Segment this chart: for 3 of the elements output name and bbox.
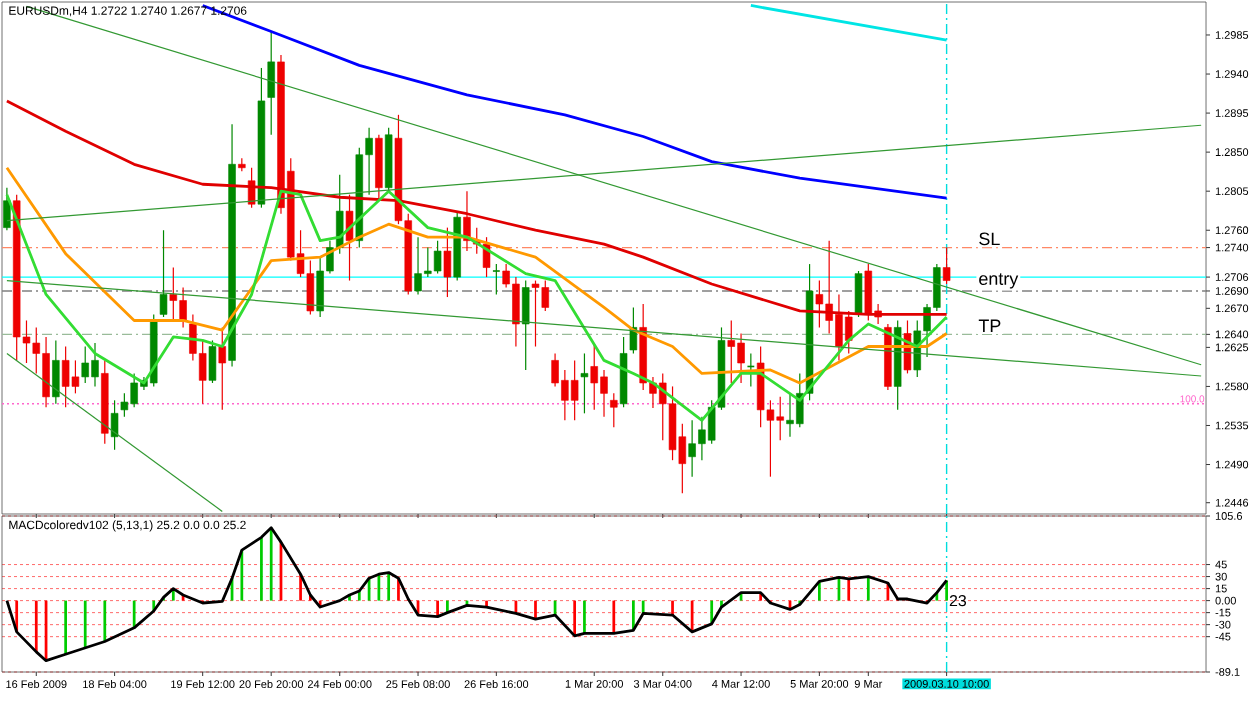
ref-line-label: TP — [978, 319, 1001, 332]
ref-line-label: entry — [979, 273, 1019, 289]
ref-line-label: SL — [979, 232, 1000, 246]
